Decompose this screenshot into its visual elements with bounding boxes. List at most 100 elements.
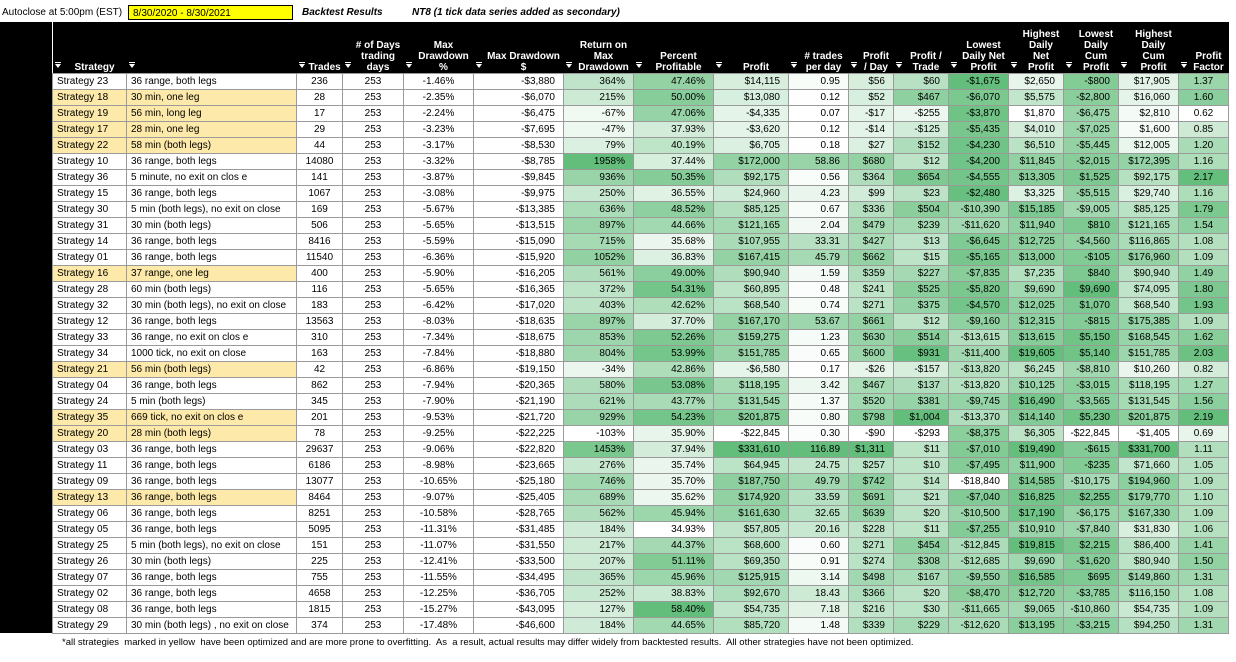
cell: $661 [848,313,894,330]
cell: 36 range, both legs [126,457,297,474]
cell: 36 range, both legs [126,185,297,202]
cell: 4658 [296,585,343,602]
table-row: Strategy 09 36 range, both legs 13077 253 -1… [52,473,1229,490]
cell: $3,325 [1008,185,1064,202]
column-header [126,22,297,74]
cell: $172,395 [1118,153,1179,170]
cell: 253 [342,89,404,106]
cell: $174,920 [713,489,789,506]
cell: $16,060 [1118,89,1179,106]
cell: $131,545 [713,393,789,410]
table-row: Strategy 18 30 min, one leg 28 253 -2.35% -$6… [52,89,1229,106]
table-row: Strategy 11 36 range, both legs 6186 253 -8.… [52,457,1229,474]
cell: $14,140 [1008,409,1064,426]
cell: $381 [893,393,949,410]
cell: -$23,665 [473,457,564,474]
cell: 217% [563,537,634,554]
cell: 53.99% [633,345,714,362]
cell: -$8,470 [948,585,1009,602]
cell: -15.27% [403,601,474,618]
cell: 0.62 [1178,105,1229,122]
cell: 44.37% [633,537,714,554]
cell: $20 [893,505,949,522]
cell: $339 [848,617,894,634]
cell: $16,585 [1008,569,1064,586]
cell: 13563 [296,313,343,330]
cell: -$8,785 [473,153,564,170]
cell: -$21,720 [473,409,564,426]
cell: $52 [848,89,894,106]
cell: 1.60 [1178,89,1229,106]
cell: 253 [342,521,404,538]
cell: 52.26% [633,329,714,346]
cell: -$13,370 [948,409,1009,426]
cell: 3.14 [788,569,849,586]
cell: 36 range, both legs [126,73,297,90]
cell: 929% [563,409,634,426]
cell: 36 range, both legs [126,249,297,266]
cell: 253 [342,441,404,458]
cell: 253 [342,329,404,346]
cell: 1.09 [1178,505,1229,522]
cell: 36 range, both legs [126,601,297,618]
cell: 253 [342,505,404,522]
cell: -$815 [1063,313,1119,330]
cell: -5.90% [403,265,474,282]
column-header: # trades per day [788,22,849,74]
cell: $662 [848,249,894,266]
cell: $187,750 [713,473,789,490]
cell: -10.65% [403,473,474,490]
cell: $57,805 [713,521,789,538]
cell: -$8,530 [473,137,564,154]
cell: -9.25% [403,425,474,442]
cell: 35.68% [633,233,714,250]
cell: $12,725 [1008,233,1064,250]
cell: $364 [848,169,894,186]
cell: $216 [848,601,894,618]
cell: 54.31% [633,281,714,298]
cell: $1,870 [1008,105,1064,122]
cell: Strategy 18 [52,89,127,106]
cell: -$34,495 [473,569,564,586]
cell: 253 [342,457,404,474]
cell: Strategy 16 [52,265,127,282]
cell: 36 range, both legs [126,441,297,458]
cell: -$12,845 [948,537,1009,554]
cell: 2.19 [1178,409,1229,426]
cell: 0.12 [788,121,849,138]
cell: $742 [848,473,894,490]
cell: $2,215 [1063,537,1119,554]
cell: 1958% [563,153,634,170]
cell: 0.91 [788,553,849,570]
cell: -$13,515 [473,217,564,234]
cell: -$4,570 [948,297,1009,314]
column-header: Lowest Daily Cum Profit [1063,22,1119,74]
cell: Strategy 07 [52,569,127,586]
cell: 44.66% [633,217,714,234]
cell: 1.09 [1178,249,1229,266]
cell: $151,785 [1118,345,1179,362]
cell: 37.94% [633,441,714,458]
cell: -$9,550 [948,569,1009,586]
cell: $498 [848,569,894,586]
cell: $86,400 [1118,537,1179,554]
cell: -8.98% [403,457,474,474]
cell: 28 min (both legs) [126,425,297,442]
cell: Strategy 24 [52,393,127,410]
cell: $2,810 [1118,105,1179,122]
table-row: Strategy 16 37 range, one leg 400 253 -5.90%… [52,265,1229,282]
cell: -$9,160 [948,313,1009,330]
cell: -$615 [1063,441,1119,458]
cell: 28 [296,89,343,106]
cell: 253 [342,169,404,186]
cell: 0.74 [788,297,849,314]
cell: -$7,255 [948,521,1009,538]
cell: $92,670 [713,585,789,602]
cell: -$4,230 [948,137,1009,154]
cell: 6186 [296,457,343,474]
cell: -$7,695 [473,121,564,138]
cell: Strategy 14 [52,233,127,250]
cell: $68,600 [713,537,789,554]
cell: 36 range, both legs [126,153,297,170]
cell: 897% [563,313,634,330]
